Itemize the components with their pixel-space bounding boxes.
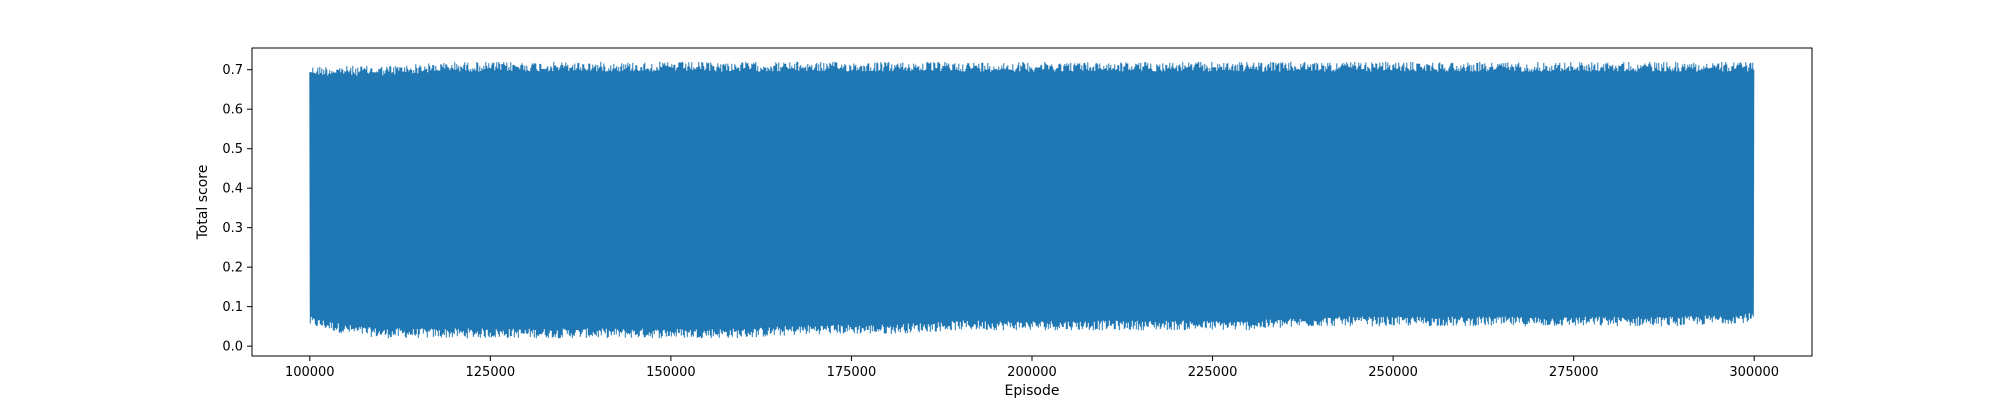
y-tick-label: 0.1 bbox=[222, 300, 243, 315]
x-tick-label: 125000 bbox=[466, 365, 516, 380]
x-tick-label: 275000 bbox=[1549, 365, 1599, 380]
x-axis-title: Episode bbox=[1005, 383, 1060, 399]
y-tick-label: 0.2 bbox=[222, 261, 243, 276]
x-axis: 100000 125000 150000 175000 200000 225000 2500… bbox=[285, 356, 1779, 380]
y-axis-title: Total score bbox=[195, 165, 211, 241]
y-axis: 0.0 0.1 0.2 0.3 0.4 0.5 0.6 0.7 bbox=[222, 63, 252, 355]
x-tick-label: 250000 bbox=[1368, 365, 1418, 380]
x-tick-label: 300000 bbox=[1729, 365, 1779, 380]
y-tick-label: 0.5 bbox=[222, 142, 243, 157]
x-tick-label: 175000 bbox=[827, 365, 877, 380]
x-tick-label: 150000 bbox=[646, 365, 696, 380]
y-tick-label: 0.3 bbox=[222, 221, 243, 236]
y-tick-label: 0.7 bbox=[222, 63, 243, 78]
plot-layer bbox=[309, 61, 1755, 339]
y-tick-label: 0.4 bbox=[222, 182, 243, 197]
series-line-0 bbox=[309, 61, 1755, 339]
x-tick-label: 100000 bbox=[285, 365, 335, 380]
y-tick-label: 0.6 bbox=[222, 103, 243, 118]
x-tick-label: 225000 bbox=[1188, 365, 1238, 380]
y-tick-label: 0.0 bbox=[222, 340, 243, 355]
x-tick-label: 200000 bbox=[1007, 365, 1057, 380]
